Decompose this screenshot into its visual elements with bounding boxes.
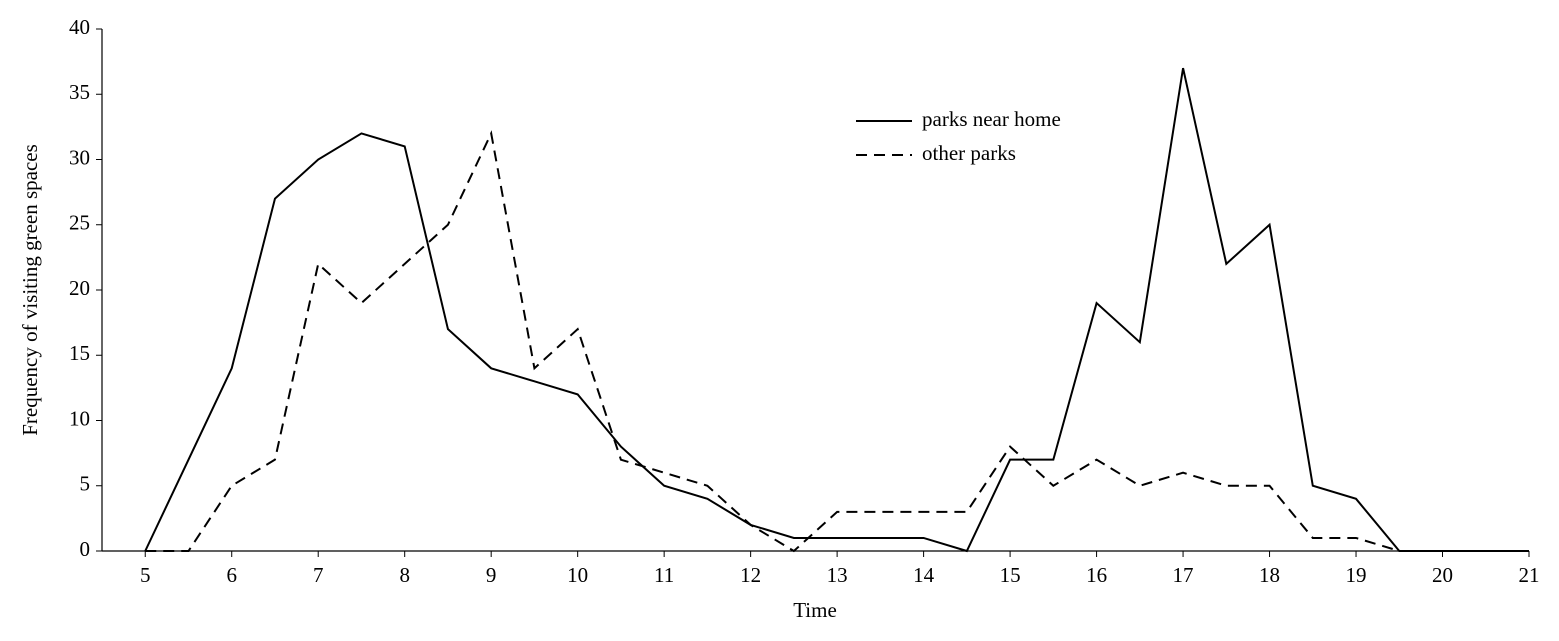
line-series (144, 67, 1529, 553)
line-series (145, 130, 1529, 553)
x-tick-label: 17 (1173, 563, 1194, 587)
x-tick-label: 21 (1519, 563, 1540, 587)
y-tick-label: 35 (69, 80, 90, 104)
x-tick-label: 14 (913, 563, 935, 587)
x-tick-label: 12 (740, 563, 761, 587)
x-tick-label: 20 (1432, 563, 1453, 587)
y-tick-label: 10 (69, 406, 90, 430)
legend-label: parks near home (922, 107, 1061, 131)
legend-label: other parks (922, 141, 1016, 165)
x-tick-label: 7 (313, 563, 324, 587)
x-tick-label: 15 (1000, 563, 1021, 587)
x-tick-label: 10 (567, 563, 588, 587)
x-tick-label: 19 (1346, 563, 1367, 587)
y-tick-label: 5 (80, 472, 91, 496)
y-tick-label: 30 (69, 145, 90, 169)
x-tick-label: 9 (486, 563, 497, 587)
x-axis-label: Time (793, 598, 837, 622)
y-tick-label: 25 (69, 211, 90, 235)
y-tick-label: 20 (69, 276, 90, 300)
y-tick-label: 40 (69, 15, 90, 39)
x-tick-label: 8 (399, 563, 410, 587)
y-tick-label: 0 (80, 537, 91, 561)
x-tick-label: 16 (1086, 563, 1107, 587)
y-axis-label: Frequency of visiting green spaces (18, 144, 42, 436)
y-tick-label: 15 (69, 341, 90, 365)
x-tick-label: 18 (1259, 563, 1280, 587)
x-tick-label: 13 (827, 563, 848, 587)
x-tick-label: 6 (226, 563, 237, 587)
x-tick-label: 11 (654, 563, 674, 587)
x-tick-label: 5 (140, 563, 151, 587)
